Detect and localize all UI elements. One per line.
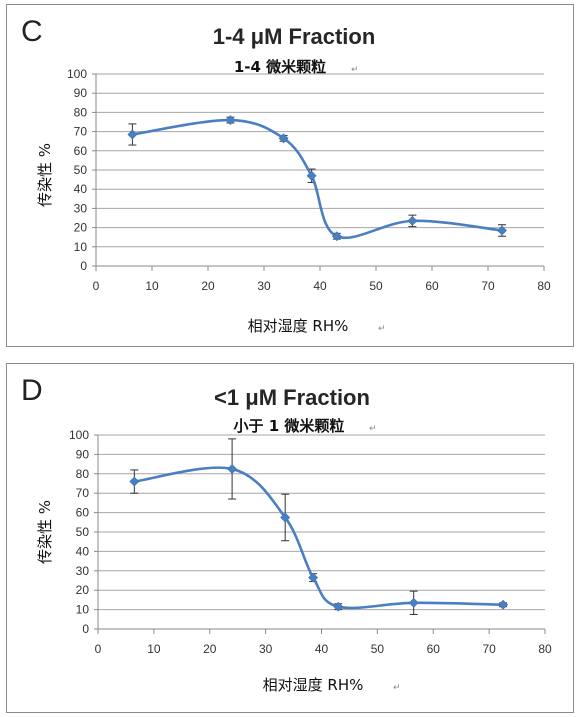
x-tick-label: 70 <box>481 279 495 293</box>
data-point <box>333 601 344 612</box>
x-axis-title: 相对湿度 RH% <box>263 676 364 694</box>
chart-title: <1 μM Fraction <box>214 385 370 410</box>
data-point <box>280 512 291 523</box>
y-tick-label: 40 <box>74 182 88 196</box>
y-tick-label: 100 <box>67 67 87 81</box>
y-tick-label: 0 <box>82 622 89 636</box>
chart-title: 1-4 μM Fraction <box>213 24 376 49</box>
data-point <box>407 215 418 226</box>
y-tick-label: 90 <box>76 447 90 461</box>
x-tick-label: 40 <box>313 279 327 293</box>
data-point <box>127 129 138 140</box>
data-point <box>408 597 419 608</box>
x-tick-label: 0 <box>95 642 102 656</box>
return-mark: ↵ <box>369 424 377 434</box>
chart-d-svg: D <1 μM Fraction 小于 1 微米颗粒 ↵ 0 10 20 30 40 50… <box>21 374 552 694</box>
y-tick-label: 70 <box>74 125 88 139</box>
x-tick-label: 80 <box>538 642 552 656</box>
x-tick-label: 70 <box>482 642 496 656</box>
y-tick-label: 10 <box>76 603 90 617</box>
data-point <box>225 115 236 126</box>
series-line <box>134 466 504 610</box>
data-point <box>497 225 507 236</box>
x-axis-title: 相对湿度 RH% <box>248 317 349 335</box>
series-line <box>132 118 503 240</box>
y-tick-label: 60 <box>74 144 88 158</box>
x-tick-label: 80 <box>537 279 551 293</box>
x-tick-label: 10 <box>147 642 161 656</box>
y-tick-label: 0 <box>80 259 87 273</box>
y-tick-label: 20 <box>76 583 90 597</box>
x-tick-label: 60 <box>425 279 439 293</box>
x-tick-label: 50 <box>371 642 385 656</box>
x-tick-label: 0 <box>93 279 100 293</box>
data-point <box>331 231 342 242</box>
y-tick-label: 80 <box>74 105 88 119</box>
y-tick-label: 30 <box>74 201 88 215</box>
y-tick-label: 80 <box>76 467 90 481</box>
chart-panel-c: C 1-4 μM Fraction 1-4 微米颗粒 ↵ 0 10 20 30 40 50… <box>6 4 574 347</box>
y-axis-title: 传染性 % <box>36 143 54 207</box>
plot-area: 0 10 20 30 40 50 60 70 80 90 100 0 10 20 30 40 50 60 70 80 <box>67 67 551 293</box>
x-tick-label: 20 <box>201 279 215 293</box>
data-point <box>498 599 509 610</box>
chart-subtitle: 1-4 微米颗粒 <box>234 58 326 76</box>
x-tick-label: 30 <box>259 642 273 656</box>
y-tick-label: 60 <box>76 506 90 520</box>
plot-area: 0 10 20 30 40 50 60 70 80 90 100 0 10 20 30 40 50 60 70 80 <box>69 428 552 656</box>
y-tick-label: 40 <box>76 544 90 558</box>
data-point <box>308 572 319 583</box>
data-point <box>129 476 140 487</box>
y-tick-label: 70 <box>76 486 90 500</box>
x-tick-label: 10 <box>145 279 159 293</box>
return-mark: ↵ <box>351 65 359 75</box>
chart-panel-d: D <1 μM Fraction 小于 1 微米颗粒 ↵ 0 10 20 30 40 50… <box>6 363 574 713</box>
y-tick-label: 10 <box>74 240 88 254</box>
y-axis-title-group: 传染性 % <box>36 500 54 564</box>
y-tick-label: 50 <box>76 525 90 539</box>
x-tick-label: 30 <box>257 279 271 293</box>
return-mark: ↵ <box>378 324 386 334</box>
y-tick-label: 20 <box>74 221 88 235</box>
x-tick-label: 60 <box>427 642 441 656</box>
x-tick-label: 40 <box>315 642 329 656</box>
data-point <box>306 170 317 181</box>
panel-letter: D <box>21 374 43 407</box>
chart-c-svg: C 1-4 μM Fraction 1-4 微米颗粒 ↵ 0 10 20 30 40 50… <box>21 15 551 335</box>
y-tick-label: 100 <box>69 428 89 442</box>
chart-subtitle: 小于 1 微米颗粒 <box>234 417 345 435</box>
x-tick-label: 50 <box>369 279 383 293</box>
panel-letter: C <box>21 15 43 48</box>
y-axis-title-group: 传染性 % <box>36 143 54 207</box>
y-tick-label: 50 <box>74 163 88 177</box>
y-tick-label: 90 <box>74 86 88 100</box>
x-tick-label: 20 <box>203 642 217 656</box>
y-axis-title: 传染性 % <box>36 500 54 564</box>
data-point <box>278 133 289 144</box>
data-point <box>227 464 238 474</box>
y-tick-label: 30 <box>76 564 90 578</box>
return-mark: ↵ <box>393 683 401 693</box>
